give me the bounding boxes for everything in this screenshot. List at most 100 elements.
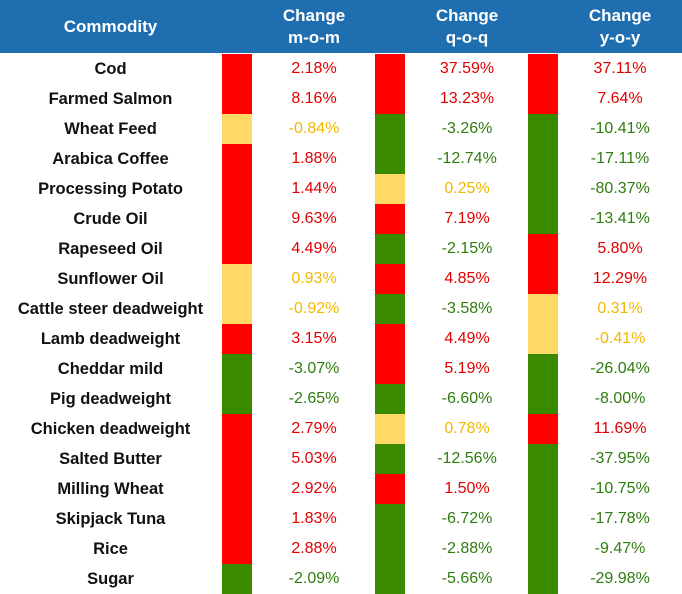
yoy-status-bar	[528, 264, 558, 294]
header-mom-line1: Change	[282, 5, 346, 25]
table-row: Farmed Salmon 8.16% 13.23% 7.64%	[0, 84, 682, 114]
mom-value: 3.15%	[291, 330, 337, 347]
commodity-name: Sugar	[87, 570, 134, 588]
qoq-value: -3.58%	[441, 300, 493, 317]
table-row: Sugar -2.09% -5.66% -29.98%	[0, 564, 682, 594]
header-yoy: Change y-o-y	[559, 0, 681, 53]
mom-value: -0.84%	[288, 120, 340, 137]
qoq-status-bar	[375, 504, 405, 534]
table-row: Milling Wheat 2.92% 1.50% -10.75%	[0, 474, 682, 504]
qoq-status-bar	[375, 234, 405, 264]
mom-status-bar	[222, 354, 252, 384]
table-row: Arabica Coffee 1.88% -12.74% -17.11%	[0, 144, 682, 174]
qoq-status-bar	[375, 534, 405, 564]
yoy-value: -8.00%	[594, 390, 646, 407]
yoy-value: -13.41%	[590, 210, 650, 227]
commodity-name: Chicken deadweight	[30, 420, 191, 438]
yoy-status-bar	[528, 534, 558, 564]
commodity-name: Skipjack Tuna	[55, 510, 166, 528]
yoy-value: -9.47%	[594, 540, 646, 557]
qoq-value: -2.15%	[441, 240, 493, 257]
qoq-status-bar	[375, 324, 405, 354]
commodity-name: Rapeseed Oil	[58, 240, 163, 258]
mom-value: 2.88%	[291, 540, 337, 557]
yoy-status-bar	[528, 144, 558, 174]
yoy-value: -10.41%	[590, 120, 650, 137]
table-row: Rice 2.88% -2.88% -9.47%	[0, 534, 682, 564]
mom-value: 1.83%	[291, 510, 337, 527]
qoq-value: 0.78%	[444, 420, 490, 437]
table-row: Skipjack Tuna 1.83% -6.72% -17.78%	[0, 504, 682, 534]
qoq-value: 4.49%	[444, 330, 490, 347]
qoq-value: -12.56%	[437, 450, 497, 467]
commodity-name: Crude Oil	[73, 210, 148, 228]
qoq-value: 7.19%	[444, 210, 490, 227]
mom-value: 5.03%	[291, 450, 337, 467]
yoy-value: -17.11%	[590, 150, 650, 167]
commodity-name: Processing Potato	[38, 180, 183, 198]
mom-value: 2.18%	[291, 60, 337, 77]
mom-status-bar	[222, 54, 252, 84]
qoq-status-bar	[375, 84, 405, 114]
mom-value: 2.92%	[291, 480, 337, 497]
yoy-value: 7.64%	[597, 90, 643, 107]
mom-value: 0.93%	[291, 270, 337, 287]
mom-status-bar	[222, 534, 252, 564]
mom-status-bar	[222, 204, 252, 234]
yoy-status-bar	[528, 384, 558, 414]
commodity-name: Cattle steer deadweight	[17, 300, 204, 318]
yoy-status-bar	[528, 504, 558, 534]
table-row: Wheat Feed -0.84% -3.26% -10.41%	[0, 114, 682, 144]
yoy-value: 12.29%	[592, 270, 648, 287]
yoy-status-bar	[528, 204, 558, 234]
header-qoq-line2: q-o-q	[445, 27, 489, 47]
yoy-status-bar	[528, 114, 558, 144]
yoy-value: -17.78%	[590, 510, 650, 527]
commodity-name: Pig deadweight	[49, 390, 171, 408]
yoy-status-bar	[528, 84, 558, 114]
mom-status-bar	[222, 84, 252, 114]
yoy-value: 0.31%	[597, 300, 643, 317]
mom-value: 1.88%	[291, 150, 337, 167]
table-row: Cod 2.18% 37.59% 37.11%	[0, 54, 682, 84]
yoy-value: -0.41%	[594, 330, 646, 347]
table-row: Salted Butter 5.03% -12.56% -37.95%	[0, 444, 682, 474]
yoy-value: -26.04%	[590, 360, 650, 377]
header-mom-line2: m-o-m	[288, 27, 340, 47]
yoy-status-bar	[528, 174, 558, 204]
mom-status-bar	[222, 294, 252, 324]
yoy-value: -29.98%	[590, 570, 650, 587]
yoy-status-bar	[528, 294, 558, 324]
mom-value: -2.65%	[288, 390, 340, 407]
qoq-value: 37.59%	[439, 60, 495, 77]
qoq-value: 0.25%	[444, 180, 490, 197]
qoq-value: -12.74%	[437, 150, 497, 167]
table-row: Crude Oil 9.63% 7.19% -13.41%	[0, 204, 682, 234]
header-yoy-line1: Change	[588, 5, 652, 25]
table-row: Sunflower Oil 0.93% 4.85% 12.29%	[0, 264, 682, 294]
mom-value: 4.49%	[291, 240, 337, 257]
table-row: Cheddar mild -3.07% 5.19% -26.04%	[0, 354, 682, 384]
qoq-value: 1.50%	[444, 480, 490, 497]
table-row: Lamb deadweight 3.15% 4.49% -0.41%	[0, 324, 682, 354]
table-row: Pig deadweight -2.65% -6.60% -8.00%	[0, 384, 682, 414]
commodity-name: Farmed Salmon	[48, 90, 173, 108]
header-qoq-line1: Change	[435, 5, 499, 25]
qoq-status-bar	[375, 174, 405, 204]
qoq-value: -2.88%	[441, 540, 493, 557]
qoq-status-bar	[375, 414, 405, 444]
qoq-status-bar	[375, 384, 405, 414]
yoy-status-bar	[528, 414, 558, 444]
qoq-status-bar	[375, 54, 405, 84]
yoy-status-bar	[528, 324, 558, 354]
header-mom: Change m-o-m	[253, 0, 375, 53]
mom-status-bar	[222, 264, 252, 294]
mom-status-bar	[222, 444, 252, 474]
mom-value: 8.16%	[291, 90, 337, 107]
qoq-status-bar	[375, 294, 405, 324]
qoq-status-bar	[375, 204, 405, 234]
mom-status-bar	[222, 384, 252, 414]
yoy-value: 5.80%	[597, 240, 643, 257]
qoq-value: 13.23%	[439, 90, 495, 107]
yoy-value: -10.75%	[590, 480, 650, 497]
